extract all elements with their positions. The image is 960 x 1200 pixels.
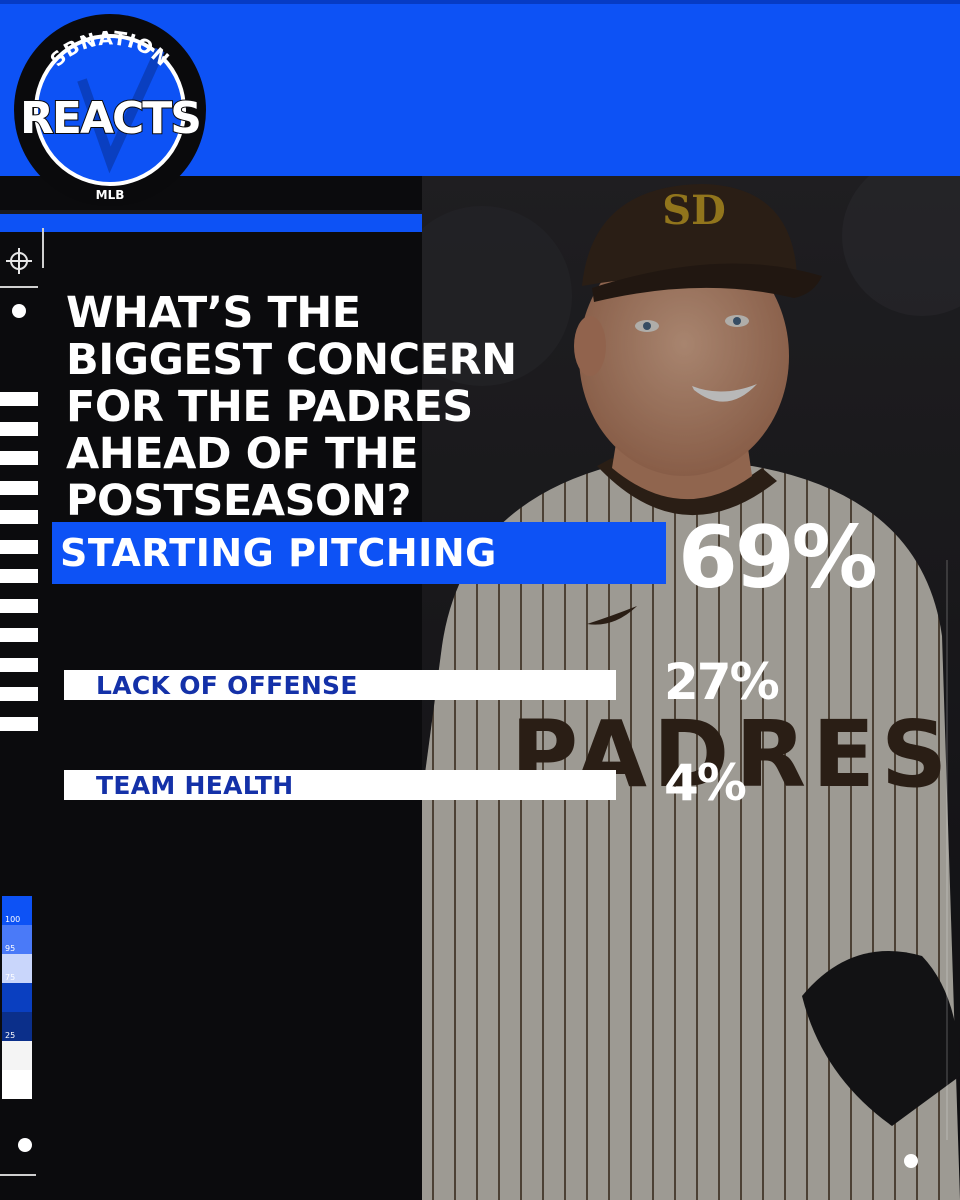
scale-label: 25 (5, 1031, 16, 1040)
poll-question: WHAT’S THE BIGGEST CONCERN FOR THE PADRE… (66, 288, 517, 526)
stripe-dark (0, 210, 422, 214)
result-percent-top: 69% (678, 508, 878, 608)
scale-label: 95 (5, 944, 16, 953)
header-edge (0, 0, 960, 4)
result-bar-top (52, 522, 666, 584)
dot-icon (18, 1138, 32, 1152)
result-label-top: STARTING PITCHING (60, 531, 497, 575)
result-label: LACK OF OFFENSE (96, 671, 358, 700)
dot-icon (12, 304, 26, 318)
sbnation-reacts-logo: SBNATION REACTS MLB (14, 14, 206, 206)
color-scale: 100 95 75 25 (2, 896, 32, 1099)
blue-stripe (0, 214, 422, 232)
result-percent: 27% (664, 653, 780, 711)
result-bar (64, 670, 616, 700)
cap-logo: SD (662, 187, 726, 234)
dot-icon (904, 1154, 918, 1168)
frame-line (946, 560, 948, 1140)
logo-main-text: REACTS (20, 93, 200, 144)
result-bar (64, 770, 616, 800)
scale-label: 75 (5, 973, 16, 982)
tick-marks (0, 392, 38, 746)
result-label: TEAM HEALTH (96, 771, 294, 800)
result-percent: 4% (664, 754, 747, 812)
divider-bottom (0, 1174, 36, 1176)
divider-horizontal (0, 286, 38, 288)
scale-label: 100 (5, 915, 21, 924)
player-photo: SD PADRES (422, 176, 960, 1200)
crosshair-icon (6, 248, 32, 274)
logo-sub-text: MLB (96, 188, 125, 202)
divider-vertical (42, 228, 44, 268)
